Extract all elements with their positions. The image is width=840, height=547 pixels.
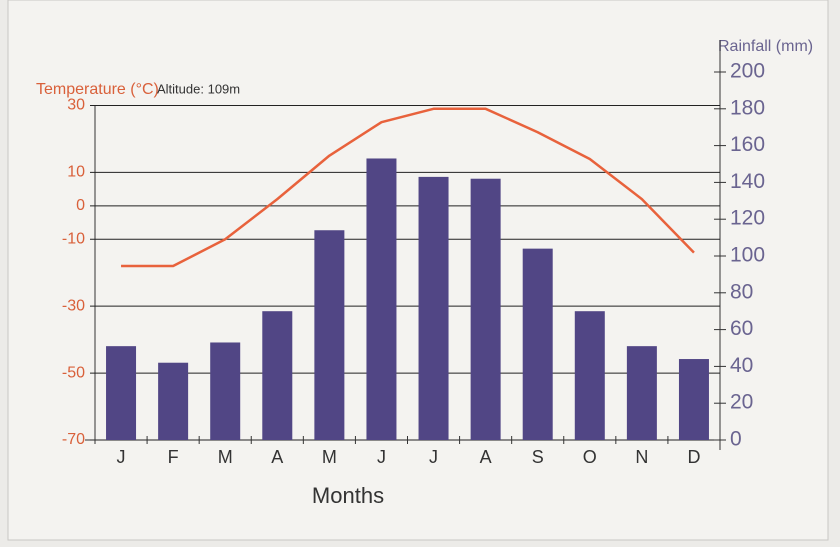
x-tick-label: M [218, 447, 233, 467]
temperature-label: Temperature (°C) [36, 81, 159, 98]
bar [106, 346, 137, 440]
x-tick-label: F [168, 447, 179, 467]
y2-tick-label: 160 [730, 133, 765, 156]
y-tick-label: -50 [62, 364, 85, 381]
x-label: Months [312, 483, 384, 508]
y-tick-label: 0 [76, 197, 85, 214]
altitude: Altitude: 109m [157, 81, 240, 96]
y2-tick-label: 20 [730, 391, 753, 414]
bar [366, 158, 397, 441]
y2-tick-label: 40 [730, 354, 753, 377]
y2-tick-label: 180 [730, 96, 765, 119]
x-tick-label: J [377, 447, 386, 467]
x-tick-label: N [635, 447, 648, 467]
y2-tick-label: 100 [730, 244, 765, 267]
x-tick-label: J [117, 447, 126, 467]
y2-tick-label: 140 [730, 170, 765, 193]
x-tick-label: J [429, 447, 438, 467]
y2-tick-label: 80 [730, 280, 753, 303]
bar [158, 362, 189, 440]
bar [522, 248, 553, 440]
x-tick-label: D [687, 447, 700, 467]
x-tick-label: M [322, 447, 337, 467]
x-tick-label: S [532, 447, 544, 467]
x-tick-label: A [271, 447, 283, 467]
paper [7, 0, 829, 541]
y-tick-label: -70 [62, 431, 85, 448]
bar [418, 176, 449, 440]
bar [262, 311, 293, 440]
bar [470, 178, 501, 440]
bar [574, 311, 605, 440]
bar [210, 342, 241, 440]
bar [626, 346, 657, 440]
y-tick-label: -10 [62, 230, 85, 247]
y2-tick-label: 200 [730, 60, 765, 83]
x-tick-label: O [583, 447, 597, 467]
y-tick-label: 30 [67, 97, 85, 114]
y2-label: Rainfall (mm) [718, 38, 813, 55]
x-tick-label: A [480, 447, 492, 467]
y2-tick-label: 120 [730, 207, 765, 230]
y-tick-label: 10 [67, 164, 85, 181]
temperature-line [121, 107, 695, 268]
bar [678, 359, 709, 440]
y2-tick-label: 0 [730, 428, 742, 451]
y-tick-label: -30 [62, 297, 85, 314]
bar [314, 230, 345, 440]
y2-tick-label: 60 [730, 317, 753, 340]
